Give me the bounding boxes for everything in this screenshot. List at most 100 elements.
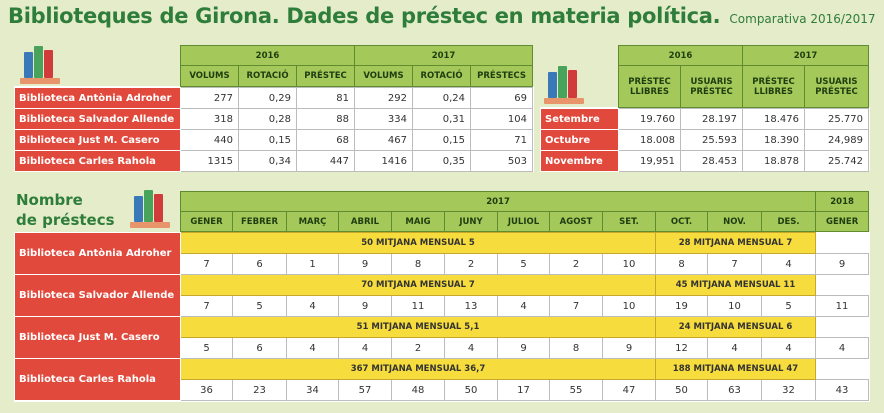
- table-cell: 12: [655, 337, 708, 359]
- table-cell: 36: [180, 379, 233, 401]
- year-header: 2016: [179, 45, 356, 66]
- table-cell: 28.453: [680, 150, 743, 172]
- table-row: Setembre 19.760 28.197 18.476 25.770: [540, 108, 869, 130]
- monthly-average-band: 70 MITJANA MENSUAL 7: [180, 274, 656, 296]
- monthly-average-band: 188 MITJANA MENSUAL 47: [655, 358, 816, 380]
- month-header: GENER: [815, 211, 870, 232]
- table-cell: 57: [338, 379, 392, 401]
- library-label: Biblioteca Antònia Adroher: [14, 87, 181, 109]
- month-header: GENER: [180, 211, 233, 232]
- library-label: Biblioteca Salvador Allende: [14, 108, 181, 130]
- books-icon: [544, 66, 584, 104]
- table-cell: 50: [444, 379, 498, 401]
- table-cell: 0,28: [238, 108, 297, 130]
- table-cell: 0,31: [412, 108, 471, 130]
- loans-table-2016-2017: 2016 2017 VOLUMS ROTACIÓ PRÉSTEC VOLUMS …: [179, 45, 534, 87]
- table-row: Biblioteca Just M. Casero 440 0,15 68 46…: [14, 129, 533, 151]
- books-icon: [20, 46, 60, 84]
- table-cell: 19,951: [618, 150, 681, 172]
- table-cell: 32: [761, 379, 816, 401]
- table-cell: 7: [180, 253, 233, 275]
- table-cell: 4: [286, 295, 339, 317]
- table-cell: 9: [602, 337, 656, 359]
- table-cell: 2: [391, 337, 445, 359]
- table-cell: 9: [815, 253, 869, 275]
- year-header: 2016: [617, 45, 744, 66]
- library-label: Biblioteca Carles Rahola: [14, 358, 181, 401]
- table-cell: 318: [180, 108, 239, 130]
- table-cell: 19: [655, 295, 708, 317]
- monthly-loans-users-rows: Setembre 19.760 28.197 18.476 25.770 Oct…: [540, 108, 869, 172]
- table-row: Octubre 18.008 25.593 18.390 24,989: [540, 129, 869, 151]
- library-label: Biblioteca Carles Rahola: [14, 150, 181, 172]
- table-cell: 18.390: [742, 129, 805, 151]
- table-cell: 10: [602, 295, 656, 317]
- section-title-line: Nombre: [16, 191, 83, 209]
- title-subtitle: Comparativa 2016/2017: [729, 12, 876, 26]
- table-cell: 28.197: [680, 108, 743, 130]
- month-header: JUNY: [444, 211, 498, 232]
- library-label: Biblioteca Just M. Casero: [14, 316, 181, 359]
- table-cell: 68: [296, 129, 355, 151]
- table-cell: 0,34: [238, 150, 297, 172]
- table-cell: 9: [497, 337, 550, 359]
- column-header: VOLUMS: [180, 65, 239, 87]
- month-label: Setembre: [540, 108, 619, 130]
- table-cell: 11: [391, 295, 445, 317]
- column-header: PRÉSTEC LLIBRES: [742, 65, 806, 108]
- table-row: Biblioteca Antònia Adroher 50 MITJANA ME…: [14, 232, 869, 275]
- table-cell: 4: [338, 337, 392, 359]
- table-cell: 4: [815, 337, 869, 359]
- table-cell: 10: [602, 253, 656, 275]
- table-row: 5 6 4 4 2 4 9 8 9 12 4 4 4: [15, 337, 869, 359]
- table-cell: 34: [286, 379, 339, 401]
- table-row: Biblioteca Carles Rahola 367 MITJANA MEN…: [14, 358, 869, 401]
- table-cell: 4: [761, 337, 816, 359]
- month-header: SET.: [602, 211, 656, 232]
- table-cell: 13: [444, 295, 498, 317]
- monthly-loans-header: 2017 2018 GENER FEBRER MARÇ ABRIL MAIG J…: [179, 191, 870, 232]
- table-cell: 8: [655, 253, 708, 275]
- table-cell: 25.742: [804, 150, 869, 172]
- column-header: PRÉSTECS: [470, 65, 534, 87]
- table-cell: 9: [338, 295, 392, 317]
- monthly-average-band: 45 MITJANA MENSUAL 11: [655, 274, 816, 296]
- column-header: PRÉSTEC: [295, 65, 356, 87]
- table-cell: 47: [602, 379, 656, 401]
- table-cell: 11: [815, 295, 869, 317]
- column-header: PRÉSTEC LLIBRES: [618, 65, 681, 108]
- monthly-average-band: 50 MITJANA MENSUAL 5: [180, 232, 656, 254]
- monthly-average-band: 28 MITJANA MENSUAL 7: [655, 232, 816, 254]
- table-row: 7 5 4 9 11 13 4 7 10 19 10 5 11: [15, 295, 869, 317]
- table-cell: 447: [296, 150, 355, 172]
- table-cell: 9: [338, 253, 392, 275]
- table-cell: 0,29: [238, 87, 297, 109]
- month-header: MAIG: [391, 211, 445, 232]
- table-cell: 467: [354, 129, 413, 151]
- table-row: Biblioteca Salvador Allende 70 MITJANA M…: [14, 274, 869, 317]
- monthly-loans-table: Biblioteca Antònia Adroher 50 MITJANA ME…: [14, 232, 869, 401]
- table-cell: 7: [180, 295, 233, 317]
- table-cell: 292: [354, 87, 413, 109]
- table-cell: 18.878: [742, 150, 805, 172]
- monthly-average-band: 24 MITJANA MENSUAL 6: [655, 316, 816, 338]
- table-row: 36 23 34 57 48 50 17 55 47 50 63 32 43: [15, 379, 869, 401]
- table-cell: 69: [470, 87, 533, 109]
- table-cell: 104: [470, 108, 533, 130]
- table-cell: 0,15: [412, 129, 471, 151]
- month-header: AGOST: [549, 211, 603, 232]
- table-cell: 1: [286, 253, 339, 275]
- year-header: 2018: [815, 191, 870, 212]
- table-cell: 23: [232, 379, 287, 401]
- column-header: USUARIS PRÉSTEC: [679, 65, 744, 108]
- column-header: ROTACIÓ: [238, 65, 297, 87]
- loans-table-labels: Biblioteca Antònia Adroher 277 0,29 81 2…: [14, 87, 533, 172]
- table-row: Biblioteca Carles Rahola 1315 0,34 447 1…: [14, 150, 533, 172]
- table-cell: 4: [444, 337, 498, 359]
- table-cell: 4: [286, 337, 339, 359]
- table-cell: 25.593: [680, 129, 743, 151]
- month-header: JULIOL: [497, 211, 550, 232]
- table-cell: 334: [354, 108, 413, 130]
- table-cell: 10: [707, 295, 762, 317]
- table-cell: 6: [232, 253, 287, 275]
